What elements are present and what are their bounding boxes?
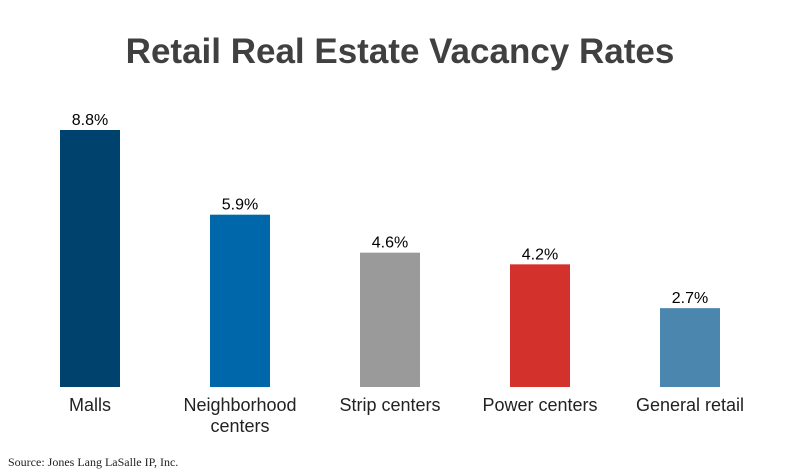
category-label-2: Strip centers (339, 395, 440, 415)
data-label-0: 8.8% (72, 112, 108, 129)
bar-1 (210, 214, 270, 387)
bar-4 (660, 308, 720, 387)
data-label-1: 5.9% (222, 197, 258, 214)
data-label-3: 4.2% (522, 246, 558, 263)
category-label-0: Malls (69, 395, 111, 415)
category-label-4: General retail (636, 395, 744, 415)
bar-0 (60, 130, 120, 387)
category-label-3: Power centers (482, 395, 597, 415)
bar-chart: 8.8% Malls 5.9% Neighborhood centers 4.6% Stri… (60, 112, 744, 436)
bar-3 (510, 264, 570, 387)
source-note: Source: Jones Lang LaSalle IP, Inc. (8, 455, 179, 469)
category-label-1: Neighborhood centers (183, 395, 296, 436)
bar-2 (360, 252, 420, 387)
data-label-4: 2.7% (672, 290, 708, 307)
data-label-2: 4.6% (372, 235, 408, 252)
chart-title: Retail Real Estate Vacancy Rates (125, 32, 675, 71)
